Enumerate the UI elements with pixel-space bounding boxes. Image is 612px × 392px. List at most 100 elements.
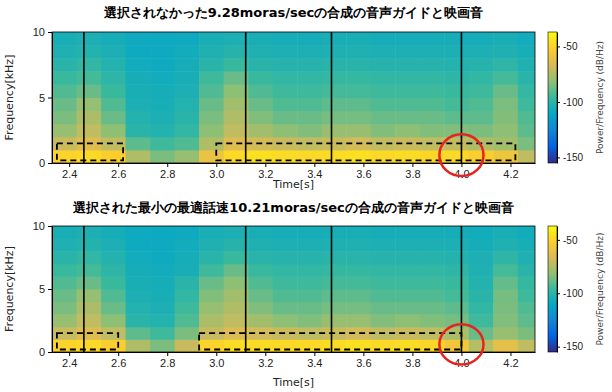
heatmap-cell: [175, 314, 200, 327]
colorbar: [548, 226, 557, 352]
heatmap-cell: [493, 226, 518, 239]
heatmap-cell: [297, 98, 322, 112]
heatmap-cell: [77, 150, 102, 163]
heatmap-cell: [493, 71, 518, 85]
colorbar-tick-mark: [557, 102, 560, 103]
heatmap-cell: [346, 226, 371, 239]
heatmap-cell: [101, 32, 126, 46]
heatmap-cell: [150, 98, 175, 112]
heatmap-cell: [420, 276, 445, 289]
y-axis-title: Frequency[kHz]: [3, 246, 16, 332]
x-tick: 4.2: [503, 163, 518, 180]
heatmap-cell: [395, 111, 420, 125]
heatmap-cell: [101, 58, 126, 72]
heatmap-cell: [469, 264, 494, 277]
heatmap-cell: [126, 314, 151, 327]
heatmap-cell: [126, 45, 151, 59]
heatmap-cell: [371, 226, 396, 239]
colorbar-tick: -100: [557, 97, 583, 108]
heatmap-cell: [77, 45, 102, 59]
x-tick: 4.2: [503, 352, 518, 369]
heatmap-cell: [126, 302, 151, 315]
heatmap-cell: [420, 226, 445, 239]
heatmap-cell: [199, 84, 224, 98]
heatmap-cell: [248, 58, 273, 72]
heatmap-cell: [175, 339, 200, 352]
x-tick-label: 2.4: [62, 168, 77, 180]
heatmap-cell: [224, 111, 249, 125]
heatmap-cell: [346, 58, 371, 72]
x-tick-label: 4.0: [454, 168, 469, 180]
heatmap-cell: [371, 239, 396, 252]
y-tick-mark: [48, 226, 52, 227]
heatmap-cell: [469, 32, 494, 46]
heatmap-cell: [175, 111, 200, 125]
heatmap-cell: [273, 45, 298, 59]
heatmap-cell: [444, 251, 469, 264]
x-axis: 2.42.62.83.03.23.43.63.84.04.2: [53, 352, 536, 369]
heatmap-cell: [224, 314, 249, 327]
colorbar-tick-label: -50: [563, 41, 578, 52]
heatmap-cell: [518, 327, 535, 340]
heatmap-cell: [371, 302, 396, 315]
heatmap-cell: [518, 45, 535, 59]
heatmap-cell: [77, 314, 102, 327]
heatmap-cell: [346, 45, 371, 59]
plot-area: [52, 226, 535, 352]
x-tick-label: 3.6: [356, 168, 371, 180]
heatmap-cell: [420, 32, 445, 46]
heatmap-cell: [493, 289, 518, 302]
heatmap-cell: [52, 98, 77, 112]
y-tick-label: 10: [33, 220, 45, 232]
heatmap-cell: [126, 289, 151, 302]
heatmap-cell: [101, 314, 126, 327]
heatmap-cell: [371, 124, 396, 138]
dashed-box: [57, 333, 118, 349]
heatmap-cell: [444, 45, 469, 59]
heatmap-cell: [420, 111, 445, 125]
heatmap-cell: [493, 124, 518, 138]
heatmap-cell: [150, 71, 175, 85]
heatmap-cell: [469, 84, 494, 98]
heatmap-cell: [395, 32, 420, 46]
heatmap-cell: [175, 71, 200, 85]
heatmap-cell: [346, 239, 371, 252]
x-tick: 3.4: [307, 352, 322, 369]
heatmap-cell: [248, 314, 273, 327]
heatmap-cell: [395, 276, 420, 289]
heatmap-cell: [395, 45, 420, 59]
heatmap-cell: [52, 226, 77, 239]
heatmap-cell: [371, 98, 396, 112]
x-tick-mark: [363, 163, 364, 167]
heatmap-cell: [52, 32, 77, 46]
heatmap-cell: [224, 71, 249, 85]
heatmap-cell: [420, 289, 445, 302]
heatmap-cell: [322, 58, 347, 72]
heatmap-cell: [150, 150, 175, 163]
heatmap-cell: [322, 314, 347, 327]
heatmap-cell: [322, 124, 347, 138]
heatmap-cell: [126, 276, 151, 289]
plot-frame: [52, 226, 535, 352]
heatmap-cell: [175, 84, 200, 98]
heatmap-cell: [224, 289, 249, 302]
heatmap-cell: [77, 71, 102, 85]
heatmap-cell: [420, 251, 445, 264]
dashed-box: [57, 143, 123, 160]
heatmap-cell: [175, 239, 200, 252]
heatmap-cell: [420, 239, 445, 252]
colorbar-axis: -50-100-150: [557, 33, 583, 164]
heatmap-cell: [371, 314, 396, 327]
heatmap-cell: [493, 98, 518, 112]
colorbar-tick: -150: [557, 341, 583, 352]
heatmap-cell: [273, 32, 298, 46]
heatmap-cell: [101, 264, 126, 277]
heatmap-cell: [199, 98, 224, 112]
x-tick-label: 3.6: [356, 357, 371, 369]
heatmap-cell: [469, 111, 494, 125]
heatmap-cell: [101, 327, 126, 340]
x-tick: 2.8: [160, 163, 175, 180]
x-axis-title: Time[s]: [272, 178, 314, 191]
x-tick-mark: [265, 163, 266, 167]
y-tick-mark: [48, 163, 52, 164]
